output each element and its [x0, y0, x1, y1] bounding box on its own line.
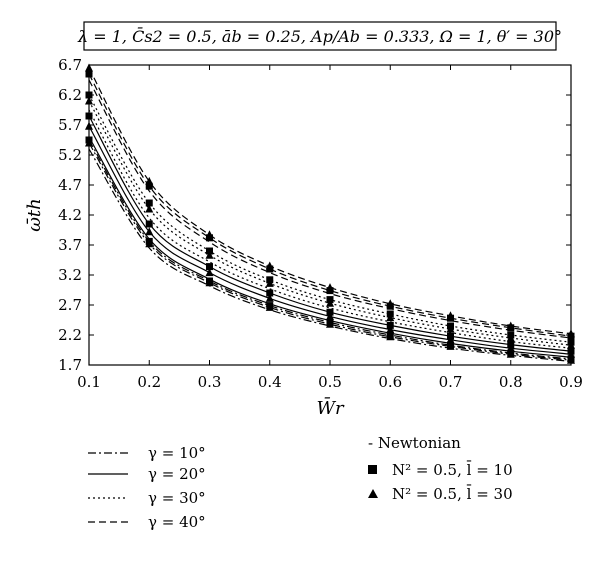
triangle-marker	[386, 325, 395, 334]
legend-fluids: - Newtonian N² = 0.5, l̄ = 10 N² = 0.5, …	[368, 434, 513, 503]
legend-item-gamma-40: γ = 40°	[148, 513, 206, 531]
square-marker	[85, 112, 93, 120]
triangle-marker	[205, 230, 214, 239]
y-tick-label: 2.2	[58, 326, 82, 344]
legend-item-l10: N² = 0.5, l̄ = 10	[392, 461, 513, 479]
x-tick-label: 0.5	[318, 373, 342, 391]
triangle-marker	[145, 239, 154, 248]
legend-item-gamma-20: γ = 20°	[148, 465, 206, 483]
triangle-marker	[265, 302, 274, 311]
y-tick-label: 6.7	[58, 56, 82, 74]
triangle-marker	[506, 321, 515, 330]
y-tick-label: 4.2	[58, 206, 82, 224]
triangle-marker	[446, 324, 455, 333]
triangle-marker	[506, 343, 515, 352]
x-tick-label: 0.6	[378, 373, 402, 391]
legend-item-gamma-30: γ = 30°	[148, 489, 206, 507]
triangle-marker	[567, 340, 575, 349]
square-marker	[266, 289, 274, 297]
chart-title: λ = 1, C̄s2 = 0.5, āb = 0.25, Ap/Ab = 0.…	[77, 25, 562, 46]
triangle-marker	[326, 319, 334, 328]
square-marker	[85, 70, 93, 78]
series-line-gamma-40-triangle	[88, 67, 572, 335]
series-line-gamma-40-newtonian	[88, 79, 572, 339]
triangle-marker	[85, 121, 93, 130]
series-markers	[85, 63, 575, 364]
x-axis: 0.1 0.2 0.3 0.4 0.5 0.6 0.7 0.8 0.9	[77, 65, 583, 391]
x-tick-label: 0.9	[559, 373, 583, 391]
parameter-box	[83, 21, 557, 51]
triangle-marker	[446, 341, 455, 350]
triangle-marker	[386, 313, 395, 322]
y-tick-label: 5.7	[58, 116, 82, 134]
legend-item-newtonian: - Newtonian	[368, 434, 461, 452]
square-marker	[206, 263, 213, 271]
triangle-marker	[85, 138, 93, 147]
square-marker	[145, 182, 153, 190]
legend-item-gamma-10: γ = 10°	[148, 444, 206, 462]
triangle-marker	[386, 299, 395, 308]
x-tick-label: 0.4	[258, 373, 282, 391]
x-tick-label: 0.2	[137, 373, 161, 391]
triangle-marker	[205, 278, 214, 287]
triangle-marker	[506, 349, 515, 358]
triangle-marker	[145, 227, 154, 236]
x-tick-label: 0.1	[77, 373, 101, 391]
square-marker	[145, 220, 153, 228]
x-tick-label: 0.8	[499, 373, 523, 391]
triangle-marker	[326, 298, 334, 307]
triangle-marker	[85, 96, 93, 105]
y-tick-label: 2.7	[58, 296, 82, 314]
triangle-marker	[205, 250, 214, 259]
triangle-marker	[265, 278, 274, 287]
triangle-marker	[205, 268, 214, 277]
triangle-marker	[386, 332, 395, 341]
series-line-gamma-10-newtonian	[88, 148, 572, 362]
y-tick-label: 5.2	[58, 146, 82, 164]
x-tick-label: 0.7	[439, 373, 463, 391]
y-tick-label: 3.7	[58, 236, 82, 254]
triangle-marker	[265, 261, 274, 270]
triangle-marker	[567, 355, 575, 364]
triangle-marker	[85, 63, 93, 72]
x-tick-label: 0.3	[198, 373, 222, 391]
series-line-gamma-30-triangle	[88, 100, 572, 346]
x-axis-label: W̄r	[316, 396, 345, 419]
triangle-marker	[506, 333, 515, 342]
legend-item-l30: N² = 0.5, l̄ = 30	[392, 485, 513, 503]
legend-line-styles: γ = 10° γ = 20° γ = 30° γ = 40°	[88, 444, 206, 531]
triangle-marker	[326, 311, 334, 320]
series-line-gamma-30-square	[88, 94, 572, 343]
legend-square-marker	[368, 465, 377, 474]
series-line-gamma-30-newtonian	[88, 109, 572, 349]
triangle-marker	[567, 329, 575, 338]
triangle-marker	[446, 311, 455, 320]
triangle-marker	[265, 293, 274, 302]
legend-triangle-marker	[368, 489, 378, 498]
triangle-marker	[145, 176, 154, 185]
y-tick-label: 4.7	[58, 176, 82, 194]
square-marker	[85, 91, 93, 99]
y-tick-label: 3.2	[58, 266, 82, 284]
triangle-marker	[446, 335, 455, 344]
y-tick-label: 1.7	[58, 356, 82, 374]
y-tick-label: 6.2	[58, 86, 82, 104]
triangle-marker	[326, 283, 334, 292]
square-marker	[145, 199, 153, 207]
triangle-marker	[567, 349, 575, 358]
triangle-marker	[145, 204, 154, 213]
y-axis: 6.7 6.2 5.7 5.2 4.7 4.2 3.7 3.2 2.7 2.2 1.7	[58, 56, 571, 374]
y-axis-label: ω̄th	[24, 198, 45, 232]
